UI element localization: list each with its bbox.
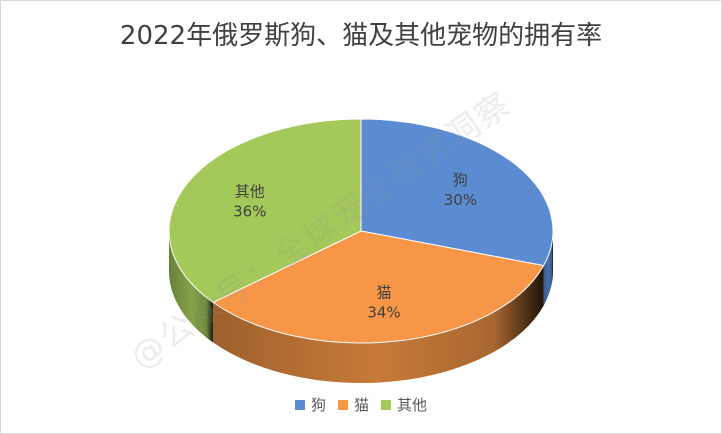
legend: 狗 猫 其他 — [1, 394, 721, 415]
slice-value-label: 36% — [233, 202, 266, 220]
legend-swatch — [337, 400, 348, 410]
pie-slice-狗 — [360, 118, 554, 267]
legend-label: 猫 — [353, 396, 369, 414]
legend-swatch — [381, 400, 391, 410]
pie-chart: 狗 30% 猫 34% 其他 36% — [168, 118, 554, 383]
pie-slice-猫 — [212, 230, 545, 344]
legend-label: 狗 — [310, 396, 326, 414]
slice-value-label: 34% — [367, 303, 400, 321]
legend-item: 猫 — [337, 394, 369, 415]
legend-item: 狗 — [294, 394, 326, 415]
slice-category-label: 猫 — [377, 283, 392, 301]
pie-side-shading — [213, 265, 544, 383]
slice-value-label: 30% — [444, 191, 477, 209]
slice-category-label: 狗 — [453, 171, 468, 189]
legend-item: 其他 — [381, 394, 427, 415]
pie-side-shading — [169, 231, 214, 343]
chart-title: 2022年俄罗斯狗、猫及其他宠物的拥有率 — [119, 21, 603, 51]
slice-category-label: 其他 — [235, 182, 265, 200]
legend-label: 其他 — [397, 396, 428, 414]
pie-slice-其他 — [168, 118, 362, 303]
legend-swatch — [294, 400, 305, 410]
